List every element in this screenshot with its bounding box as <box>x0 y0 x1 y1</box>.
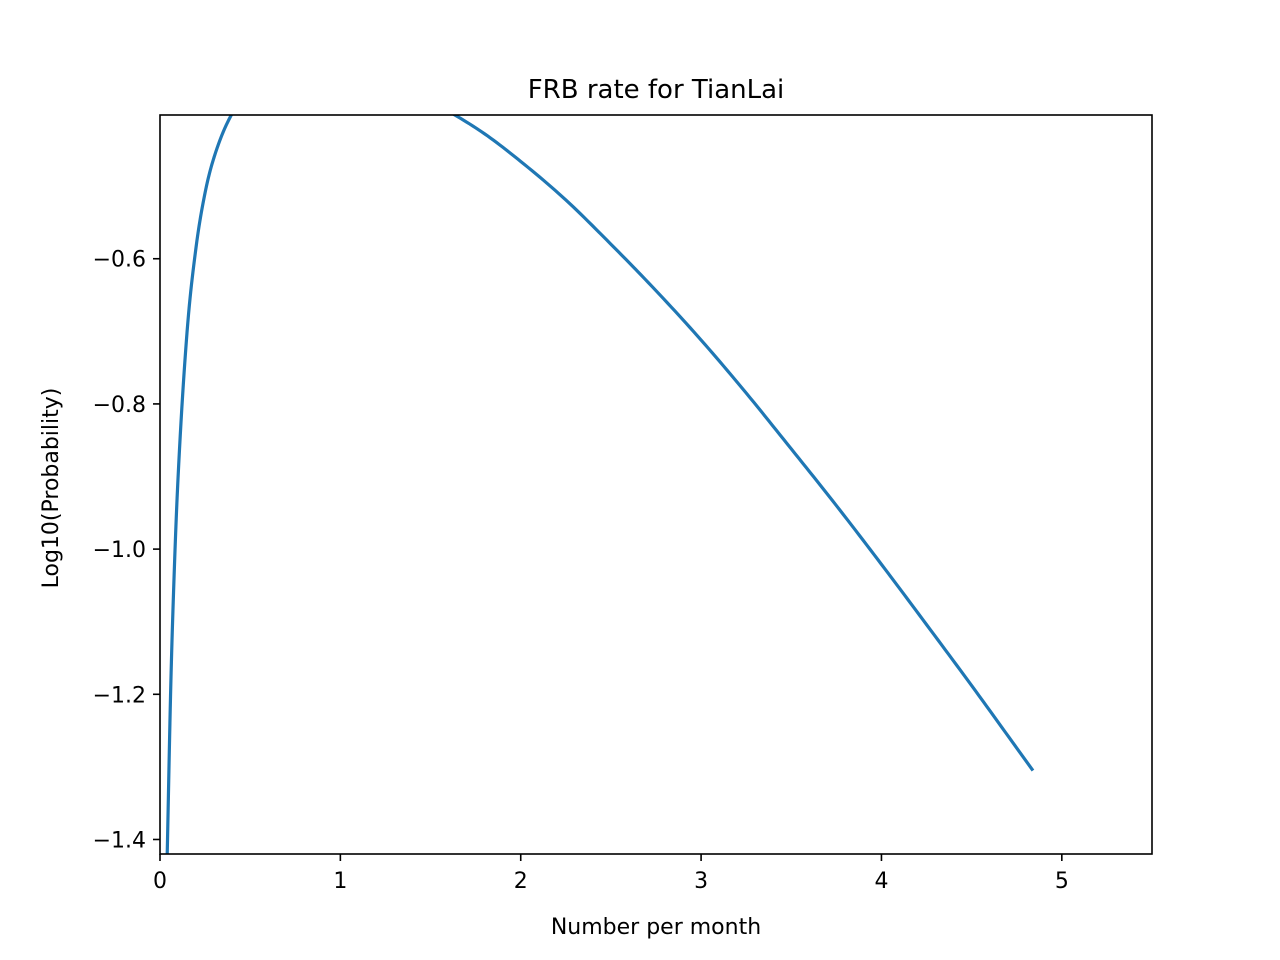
y-axis-label: Log10(Probability) <box>39 388 64 589</box>
y-tick-label: −1.4 <box>93 828 146 853</box>
series-layer <box>165 115 1035 854</box>
y-tick-label: −1.2 <box>93 683 146 708</box>
y-tick-label: −1.0 <box>93 538 146 563</box>
x-tick-label: 0 <box>153 869 167 894</box>
x-axis-label: Number per month <box>551 915 761 940</box>
x-tick-label: 2 <box>514 869 528 894</box>
plot-frame <box>159 114 1153 855</box>
plot-area <box>159 114 1153 855</box>
x-axis: 0 1 2 3 4 5 <box>153 854 1069 894</box>
x-tick-label: 3 <box>694 869 708 894</box>
chart-title: FRB rate for TianLai <box>528 75 785 105</box>
x-tick-label: 4 <box>874 869 888 894</box>
series-line <box>165 115 1035 854</box>
y-axis: −1.4 −1.2 −1.0 −0.8 −0.6 <box>93 248 160 853</box>
y-tick-label: −0.6 <box>93 248 146 273</box>
y-tick-label: −0.8 <box>93 393 146 418</box>
x-tick-label: 5 <box>1055 869 1069 894</box>
x-tick-label: 1 <box>333 869 347 894</box>
